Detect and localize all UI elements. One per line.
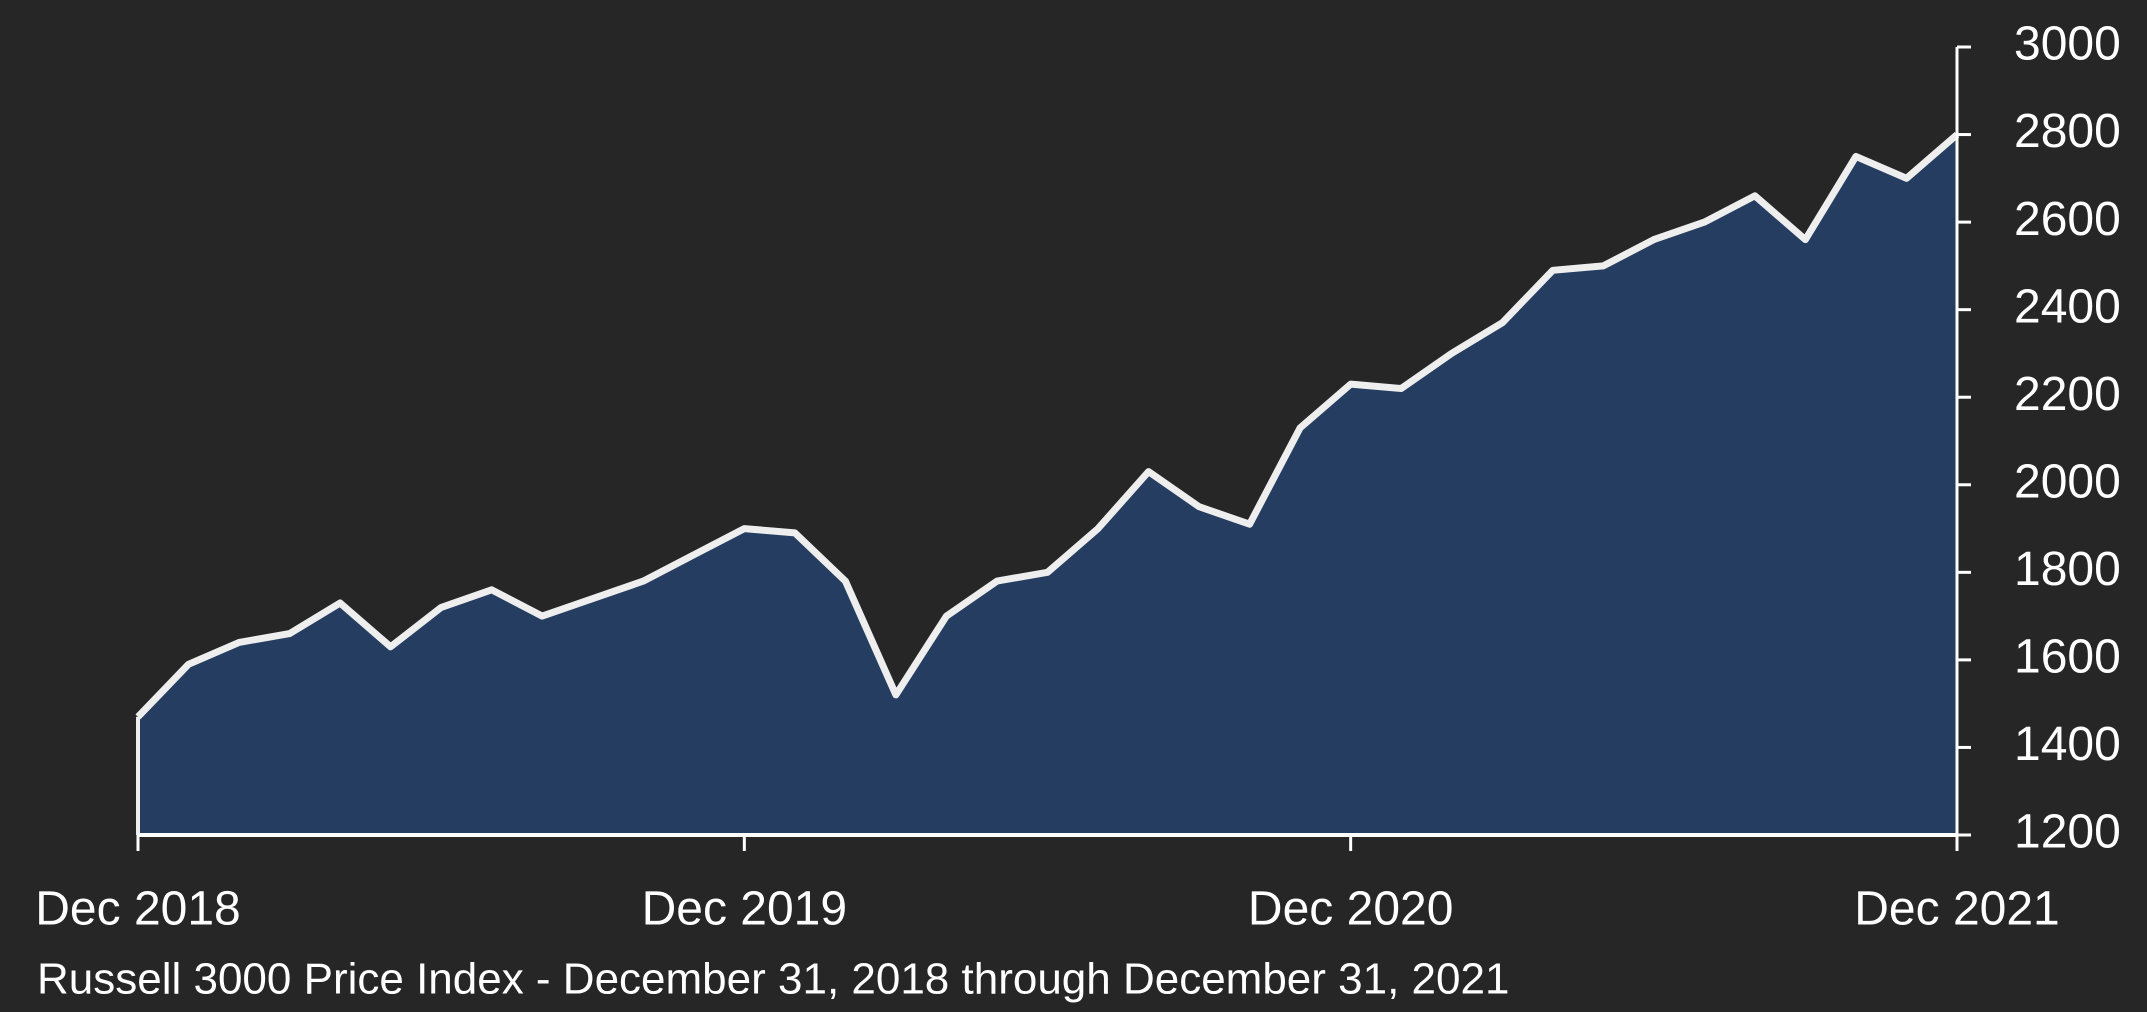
y-tick-label: 2200 <box>2014 368 2121 421</box>
area <box>138 134 1957 836</box>
y-tick-label: 1600 <box>2014 631 2121 684</box>
y-tick-label: 3000 <box>2014 18 2121 71</box>
y-tick-label: 2600 <box>2014 193 2121 246</box>
chart-title: Russell 3000 Price Index - December 31, … <box>37 955 1509 1004</box>
y-tick-label: 2400 <box>2014 280 2121 333</box>
line <box>135 131 1960 720</box>
y-tick-label: 1400 <box>2014 718 2121 771</box>
x-tick-label: Dec 2018 <box>35 883 240 936</box>
y-tick-label: 2800 <box>2014 105 2121 158</box>
y-tick-label: 1800 <box>2014 543 2121 596</box>
y-tick-label: 1200 <box>2014 806 2121 859</box>
x-tick-label: Dec 2021 <box>1854 883 2059 936</box>
x-tick-label: Dec 2019 <box>642 883 847 936</box>
y-tick-label: 2000 <box>2014 455 2121 508</box>
x-tick-label: Dec 2020 <box>1248 883 1453 936</box>
